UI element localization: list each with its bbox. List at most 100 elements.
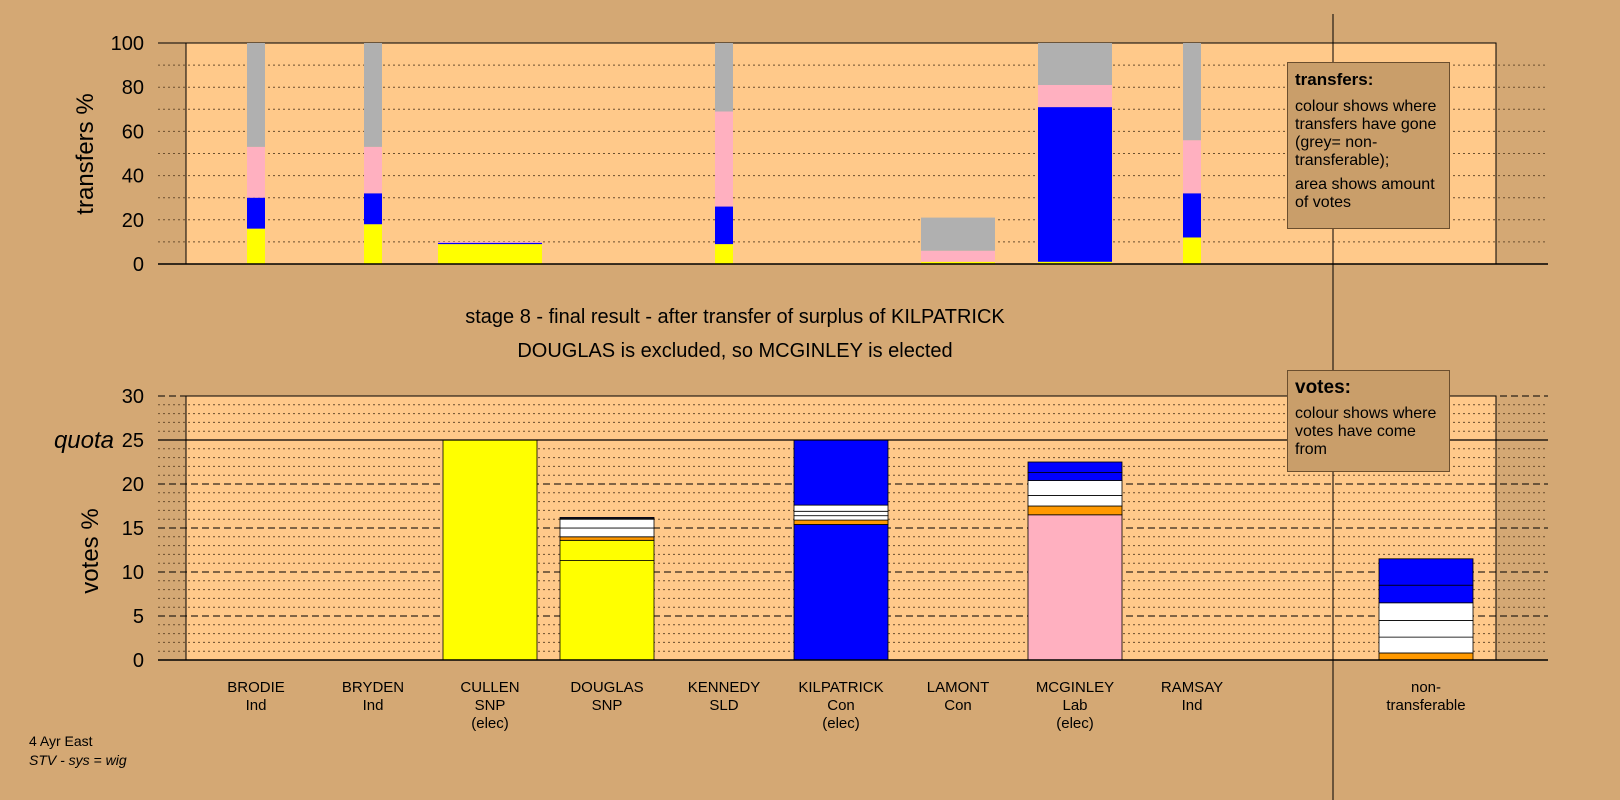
vote-bar-segment — [559, 518, 655, 529]
votes-ytick-label: 20 — [122, 474, 144, 496]
transfer-bar-segment — [715, 244, 733, 264]
candidate-label: (elec) — [471, 715, 509, 732]
candidate-label: LAMONT — [927, 679, 990, 696]
vote-bar-segment — [793, 515, 889, 521]
transfer-bar-segment — [1038, 107, 1112, 262]
candidate-label: MCGINLEY — [1036, 679, 1114, 696]
candidate-label: Lab — [1062, 697, 1087, 714]
vote-bar-segment — [442, 439, 538, 661]
votes-chart: 051015202530quotaBRODIEIndBRYDENIndCULLE… — [54, 386, 1548, 732]
vote-bar-segment — [1027, 461, 1123, 473]
quota-label: quota — [54, 427, 114, 454]
votes-ytick-label: 0 — [133, 650, 144, 672]
candidate-label: Ind — [363, 697, 384, 714]
votes-ytick-label: 5 — [133, 606, 144, 628]
vote-bar-segment — [1378, 558, 1474, 586]
transfers-ytick-label: 100 — [111, 33, 144, 55]
candidate-label: BRYDEN — [342, 679, 404, 696]
transfer-bar-segment — [1183, 43, 1201, 141]
candidate-label: RAMSAY — [1161, 679, 1223, 696]
votes-ytick-label: 15 — [122, 518, 144, 540]
candidate-label: SNP — [475, 697, 506, 714]
transfer-bar-segment — [921, 217, 995, 251]
transfer-bar-segment — [1038, 84, 1112, 108]
transfer-bar-segment — [1183, 237, 1201, 264]
candidate-label: (elec) — [822, 715, 860, 732]
transfer-bar-segment — [247, 228, 265, 264]
transfer-bar-segment — [1038, 261, 1112, 264]
vote-bar-segment — [559, 517, 655, 519]
stage-subtitle: DOUGLAS is excluded, so MCGINLEY is elec… — [517, 340, 952, 362]
candidate-label: BRODIE — [227, 679, 285, 696]
vote-bar-segment — [559, 560, 655, 661]
votes-legend: votes: colour shows where votes have com… — [1287, 370, 1450, 472]
transfers-legend-title: transfers: — [1295, 70, 1374, 89]
transfer-bar-segment — [247, 197, 265, 229]
transfers-legend: transfers: colour shows where transfers … — [1287, 62, 1450, 229]
transfer-bar-segment — [438, 241, 542, 243]
footer-area: 4 Ayr East — [29, 733, 93, 749]
transfer-bar-segment — [364, 43, 382, 147]
transfers-ytick-label: 40 — [122, 166, 144, 188]
candidate-label: SNP — [592, 697, 623, 714]
transfer-bar-segment — [247, 43, 265, 147]
vote-bar-segment — [1378, 620, 1474, 638]
transfer-bar-segment — [1038, 43, 1112, 85]
vote-bar-segment — [559, 536, 655, 541]
votes-ytick-label: 25 — [122, 430, 144, 452]
transfers-ytick-label: 0 — [133, 254, 144, 276]
transfer-bar-segment — [921, 250, 995, 262]
vote-bar-segment — [793, 519, 889, 525]
vote-bar-segment — [793, 504, 889, 512]
candidate-label: Ind — [246, 697, 267, 714]
votes-legend-text1: colour shows where votes have come from — [1295, 405, 1437, 458]
transfer-bar-segment — [1183, 193, 1201, 238]
vote-bar-segment — [559, 527, 655, 538]
transfer-bar-segment — [715, 206, 733, 245]
vote-bar-segment — [793, 524, 889, 661]
transfers-chart: 0 20 40 60 80 100 transfers % — [72, 33, 1548, 276]
transfers-legend-text1: colour shows where transfers have gone (… — [1295, 98, 1437, 169]
vote-bar-segment — [1378, 602, 1474, 621]
transfer-bar-segment — [715, 111, 733, 207]
transfers-ytick-label: 60 — [122, 121, 144, 143]
transfer-bar-segment — [715, 43, 733, 112]
stage-title: stage 8 - final result - after transfer … — [465, 306, 1005, 328]
candidate-label: DOUGLAS — [570, 679, 643, 696]
vote-bar-segment — [793, 439, 889, 506]
transfer-bar-segment — [438, 242, 542, 245]
votes-axis-title: votes % — [77, 508, 104, 593]
candidate-label: Ind — [1182, 697, 1203, 714]
transfer-bar-segment — [438, 244, 542, 264]
vote-bar-segment — [1027, 480, 1123, 496]
transfers-axis-title: transfers % — [72, 93, 99, 214]
vote-bar-segment — [1378, 652, 1474, 661]
candidate-label: KILPATRICK — [798, 679, 883, 696]
vote-bar-segment — [793, 510, 889, 517]
votes-ytick-label: 30 — [122, 386, 144, 408]
vote-bar-segment — [1378, 584, 1474, 604]
transfer-bar-segment — [364, 146, 382, 194]
footer-system: STV - sys = wig — [29, 752, 127, 768]
vote-bar-segment — [1027, 472, 1123, 481]
candidate-label: transferable — [1386, 697, 1465, 714]
vote-bar-segment — [1378, 636, 1474, 654]
transfers-legend-text2: area shows amount of votes — [1295, 176, 1435, 211]
transfer-bar-segment — [364, 224, 382, 264]
candidate-label: non- — [1411, 679, 1441, 696]
candidate-label: Con — [944, 697, 972, 714]
votes-ytick-label: 10 — [122, 562, 144, 584]
vote-bar-segment — [1027, 514, 1123, 661]
candidate-label: Con — [827, 697, 855, 714]
transfers-ytick-label: 80 — [122, 77, 144, 99]
candidate-label: KENNEDY — [688, 679, 761, 696]
transfer-bar-segment — [247, 146, 265, 198]
transfer-bar-segment — [1183, 140, 1201, 194]
transfer-bar-segment — [921, 261, 995, 264]
vote-bar-segment — [559, 539, 655, 561]
candidate-label: SLD — [709, 697, 738, 714]
transfers-ytick-label: 20 — [122, 210, 144, 232]
transfer-bar-segment — [364, 193, 382, 225]
vote-bar-segment — [1027, 495, 1123, 507]
candidate-label: (elec) — [1056, 715, 1094, 732]
